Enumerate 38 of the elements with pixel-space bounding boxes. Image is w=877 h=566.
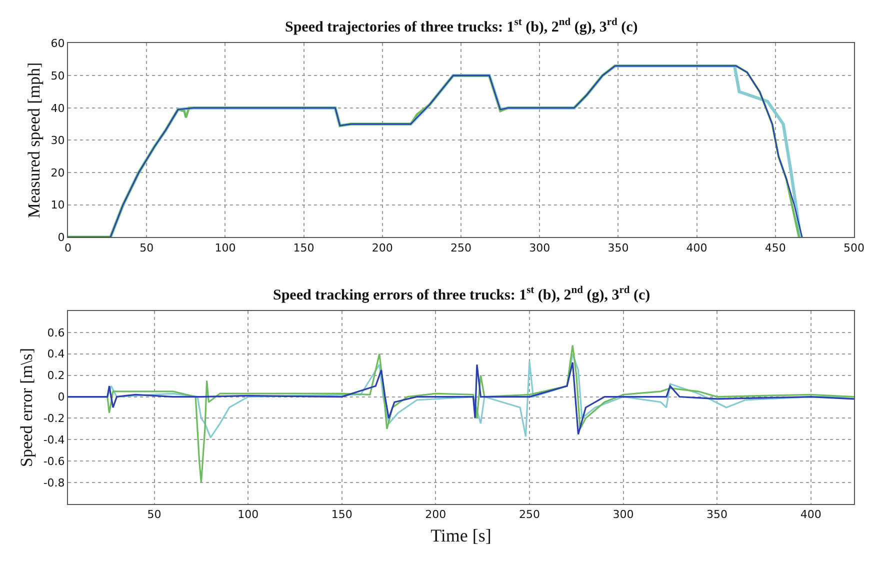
y-tick-label: 40 (50, 102, 65, 115)
x-tick-label: 400 (800, 508, 822, 522)
x-tick-label: 200 (425, 508, 446, 522)
x-tick-label: 150 (331, 508, 352, 522)
y-tick-label: 0 (58, 231, 65, 244)
x-tick-label: 250 (450, 241, 472, 254)
y-tick-label: 0 (58, 390, 65, 404)
y-tick-label: 0.6 (47, 326, 65, 340)
x-tick-label: 350 (608, 241, 629, 254)
y-tick-label: 0.2 (47, 369, 65, 382)
y-tick-label: -0.8 (43, 476, 65, 490)
y-tick-label: 60 (50, 37, 65, 50)
x-tick-label: 50 (147, 508, 162, 522)
y-tick-label: -0.4 (43, 434, 65, 447)
x-tick-label: 200 (372, 241, 393, 254)
y-tick-label: 30 (50, 134, 65, 148)
chart-title: Speed tracking errors of three trucks: 1$^{st}$ (b), 2$^{nd}$ (g), 3$^{rd}$ (c) (273, 285, 650, 304)
x-tick-label: 500 (844, 241, 864, 254)
y-axis-title: Measured speed [mph] (24, 62, 44, 218)
y-tick-label: 0.4 (47, 348, 65, 361)
x-tick-label: 250 (518, 508, 540, 522)
x-tick-label: 300 (612, 508, 634, 522)
x-axis-title: Time [s] (430, 525, 492, 546)
x-tick-label: 100 (238, 508, 259, 522)
x-tick-label: 50 (140, 241, 154, 254)
x-tick-label: 300 (529, 241, 550, 254)
y-tick-label: 50 (50, 69, 65, 82)
y-tick-label: -0.6 (43, 454, 65, 468)
x-tick-label: 100 (214, 241, 236, 254)
y-axis-title: Speed error [m\s] (16, 348, 36, 467)
y-tick-label: -0.2 (43, 412, 65, 426)
y-tick-label: 20 (50, 166, 65, 180)
chart-title: Speed trajectories of three trucks: 1$^{st}$ (b), 2$^{nd}$ (g), 3$^{rd}$ (c) (285, 17, 638, 36)
y-tick-label: 10 (50, 198, 65, 212)
x-tick-label: 150 (293, 241, 314, 254)
x-tick-label: 350 (706, 508, 728, 522)
x-tick-label: 400 (686, 241, 708, 254)
x-tick-label: 450 (764, 241, 786, 254)
